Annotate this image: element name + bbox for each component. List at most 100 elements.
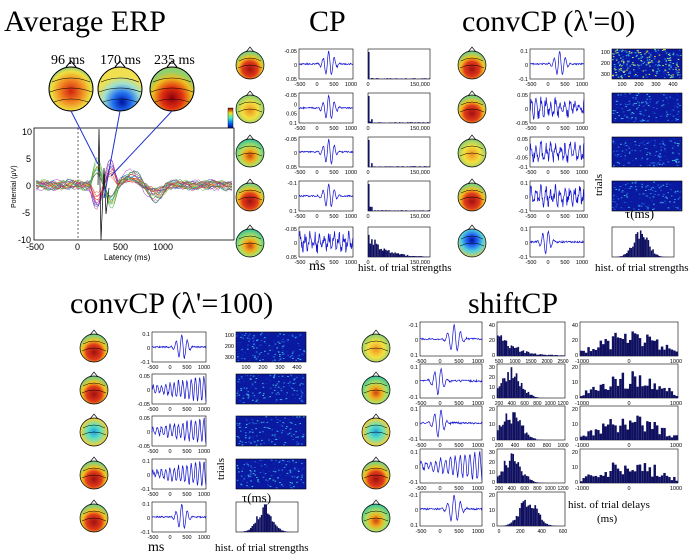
image-pixel [624, 74, 626, 76]
image-pixel [236, 479, 239, 481]
image-pixel [639, 197, 641, 199]
image-pixel [238, 344, 240, 346]
image-pixel [657, 52, 659, 54]
image-pixel [674, 105, 676, 107]
image-pixel [645, 101, 647, 103]
image-pixel [667, 71, 669, 73]
erp-topomap-96ms [48, 60, 94, 112]
histogram-bar [619, 256, 622, 257]
histogram-bar [385, 210, 387, 211]
histogram-bar [522, 388, 525, 398]
image-pixel [295, 431, 297, 433]
image-pixel [240, 389, 243, 391]
image-pixel [618, 50, 621, 52]
convcp100-ms-label: ms [148, 540, 164, 555]
image-pixel [642, 106, 644, 108]
image-pixel [280, 484, 283, 486]
histogram-bar [395, 78, 398, 79]
convcp100-wave-ytick: 0 [147, 430, 150, 436]
cp-histogram [367, 136, 431, 168]
shiftcp-wave-xtick: 500 [454, 401, 463, 407]
image-pixel [620, 69, 623, 71]
histogram-bar [614, 378, 617, 398]
image-pixel [271, 441, 273, 443]
histogram-bar [262, 507, 264, 532]
cp-topomap [235, 134, 265, 168]
histogram-bar [589, 389, 593, 398]
histogram-bar [399, 122, 401, 123]
image-pixel [671, 195, 673, 197]
image-pixel [277, 477, 279, 479]
image-pixel [301, 469, 303, 471]
image-pixel [623, 158, 626, 160]
histogram-bar [597, 390, 600, 398]
shiftcp-str-xtick: 1000 [557, 443, 568, 449]
image-pixel [263, 393, 265, 395]
image-pixel [677, 111, 680, 113]
image-pixel [645, 120, 647, 122]
image-pixel [252, 375, 255, 377]
histogram-bar [670, 437, 674, 440]
image-pixel [629, 143, 632, 145]
image-pixel [666, 197, 668, 199]
image-pixel [668, 68, 671, 70]
histogram-bar [411, 78, 413, 79]
histogram-bar [621, 372, 625, 398]
histogram-bar [532, 481, 535, 483]
image-pixel [641, 119, 644, 121]
convcp100-waveform [151, 501, 207, 533]
histogram-bar [411, 122, 413, 123]
image-pixel [664, 50, 667, 52]
image-pixel [673, 160, 676, 161]
image-pixel [291, 487, 294, 489]
image-pixel [251, 429, 253, 431]
image-pixel [299, 358, 302, 360]
image-pixel [617, 52, 619, 54]
shiftcp-str-ytick: 30 [489, 365, 495, 371]
image-pixel [303, 351, 306, 353]
image-pixel [618, 162, 621, 164]
erp-trace [35, 168, 233, 200]
image-pixel [618, 115, 620, 117]
image-pixel [271, 392, 274, 394]
histogram-bar [257, 519, 260, 532]
image-pixel [632, 113, 635, 115]
histogram-bar [508, 523, 511, 526]
image-pixel [253, 423, 255, 425]
shiftcp-str-xtick: 400 [508, 401, 517, 407]
image-pixel [612, 56, 615, 58]
image-pixel [669, 59, 672, 61]
histogram-bar [648, 467, 652, 483]
image-pixel [274, 443, 276, 445]
cp-waveform [298, 92, 354, 124]
image-pixel [638, 58, 640, 60]
histogram-bar [604, 426, 607, 440]
title-shiftcp: shiftCP [468, 287, 558, 320]
erp-topomap-235ms [149, 60, 195, 112]
image-pixel [647, 141, 650, 143]
image-pixel [238, 357, 240, 359]
convcp100-wave-xtick: 1000 [198, 492, 210, 498]
image-pixel [653, 203, 655, 205]
cp-histogram [367, 92, 431, 124]
cp-wave-xtick: -500 [294, 82, 305, 88]
shiftcp-delay-ytick: 20 [572, 365, 578, 371]
convcp0-hist-label: hist. of trial strengths [595, 262, 689, 274]
image-pixel [635, 98, 637, 100]
image-pixel [301, 480, 303, 482]
image-pixel [271, 429, 274, 431]
histogram-bar [375, 78, 378, 79]
histogram-bar [675, 351, 678, 356]
image-pixel [278, 359, 281, 361]
image-pixel [262, 338, 264, 340]
image-pixel [247, 345, 249, 347]
image-pixel [240, 336, 242, 338]
image-pixel [623, 70, 626, 72]
histogram-bar [420, 78, 423, 79]
image-pixel [634, 182, 637, 184]
shiftcp-wave-ytick: 0.1 [410, 450, 418, 456]
histogram-bar [658, 349, 661, 356]
image-pixel [645, 205, 648, 207]
image-pixel [242, 397, 245, 399]
image-pixel [239, 399, 241, 401]
